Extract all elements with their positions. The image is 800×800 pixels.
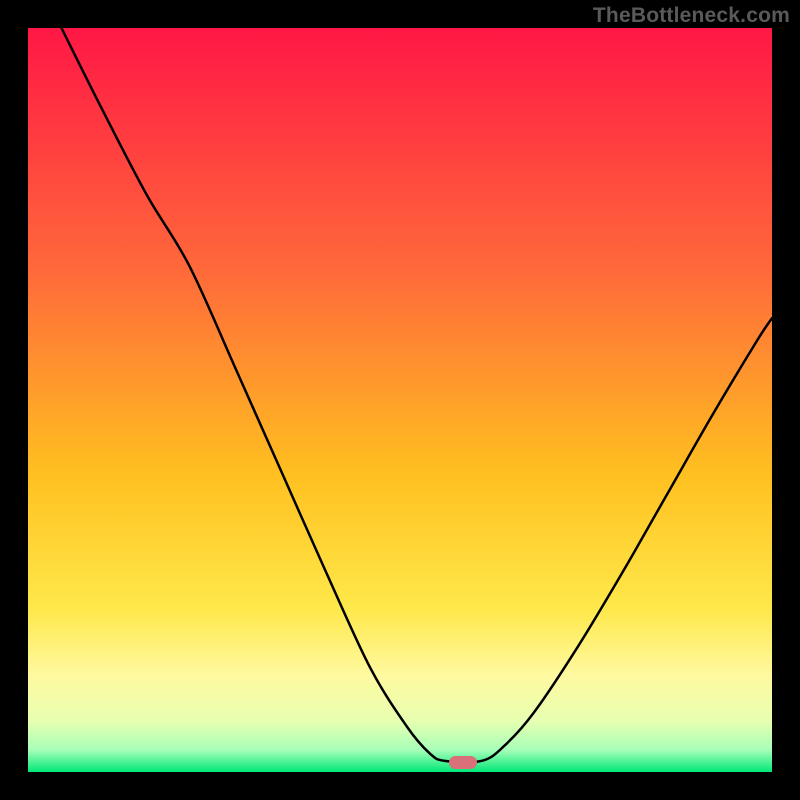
bottleneck-curve [28, 28, 772, 772]
watermark-text: TheBottleneck.com [593, 4, 790, 28]
plot-area [28, 28, 772, 772]
minimum-marker [449, 756, 477, 769]
chart-container: TheBottleneck.com [0, 0, 800, 800]
curve-path [61, 28, 772, 762]
